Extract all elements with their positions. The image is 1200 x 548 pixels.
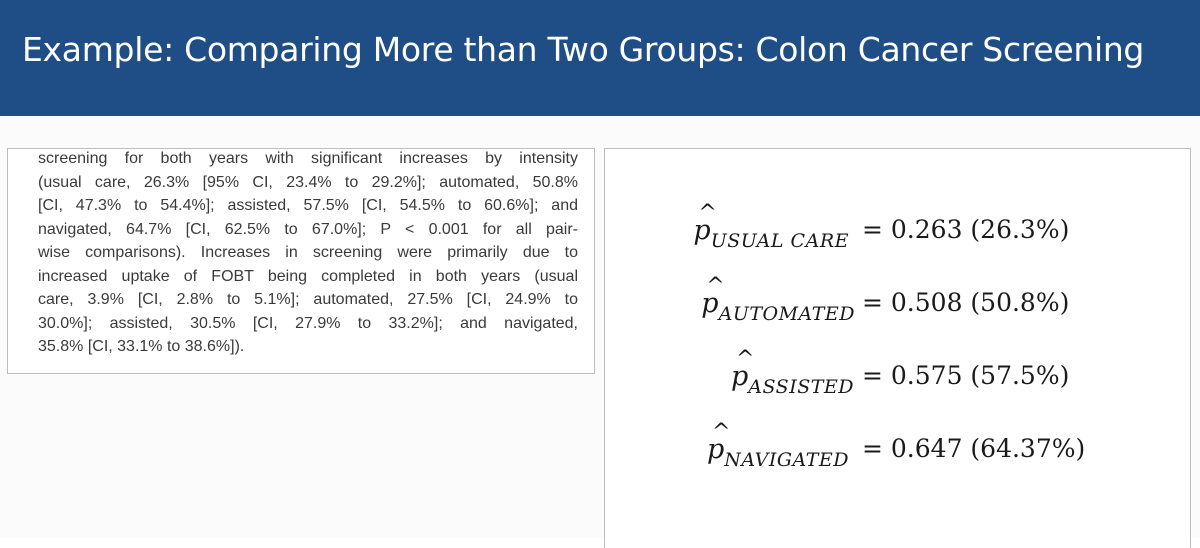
equals-sign: = <box>862 215 883 244</box>
estimate-symbol-assisted: p ^ ASSISTED <box>730 347 854 398</box>
estimate-row-automated: p ^ AUTOMATED = 0.508 (50.8%) <box>605 274 1192 328</box>
estimate-symbol-automated: p ^ AUTOMATED <box>701 274 855 325</box>
excerpt-line-5: wise comparisons). Increases in screenin… <box>38 244 578 261</box>
equals-sign: = <box>862 288 883 317</box>
estimate-value: 0.647 (64.37%) <box>890 434 1086 463</box>
equals-sign: = <box>862 434 883 463</box>
excerpt-line-9: 35.8% [CI, 33.1% to 38.6%]). <box>38 338 245 355</box>
estimate-value-navigated: = 0.647 (64.37%) <box>862 434 1085 463</box>
estimate-subscript: ASSISTED <box>748 376 854 398</box>
estimate-value: 0.508 (50.8%) <box>890 288 1070 317</box>
estimate-subscript: AUTOMATED <box>718 303 855 325</box>
slide-title: Example: Comparing More than Two Groups:… <box>22 30 1145 69</box>
estimate-symbol-usual-care: p ^ USUAL CARE <box>693 201 849 252</box>
excerpt-line-1: screening for both years with significan… <box>38 150 578 167</box>
excerpt-line-2: (usual care, 26.3% [95% CI, 23.4% to 29.… <box>38 173 578 191</box>
estimate-symbol-navigated: p ^ NAVIGATED <box>706 420 849 471</box>
equals-sign: = <box>862 361 883 390</box>
estimate-value: 0.263 (26.3%) <box>890 215 1070 244</box>
estimate-row-navigated: p ^ NAVIGATED = 0.647 (64.37%) <box>605 420 1192 474</box>
estimate-subscript: NAVIGATED <box>724 449 849 471</box>
estimate-row-usual-care: p ^ USUAL CARE = 0.263 (26.3%) <box>605 201 1192 255</box>
p-hat-symbol: p ^ <box>693 201 717 246</box>
excerpt-line-4: navigated, 64.7% [CI, 62.5% to 67.0%]; P… <box>38 220 578 238</box>
estimate-value: 0.575 (57.5%) <box>890 361 1070 390</box>
estimate-row-assisted: p ^ ASSISTED = 0.575 (57.5%) <box>605 347 1192 401</box>
excerpt-line-8: 30.0%]; assisted, 30.5% [CI, 27.9% to 33… <box>38 314 578 332</box>
estimate-value-assisted: = 0.575 (57.5%) <box>862 361 1069 390</box>
excerpt-line-3: [CI, 47.3% to 54.4%]; assisted, 57.5% [C… <box>38 197 578 214</box>
p-hat-symbol: p ^ <box>730 347 755 392</box>
estimate-value-automated: = 0.508 (50.8%) <box>862 288 1069 317</box>
slide-title-bar: Example: Comparing More than Two Groups:… <box>0 0 1200 116</box>
estimate-subscript: USUAL CARE <box>710 230 849 252</box>
p-hat-symbol: p ^ <box>706 420 731 465</box>
p-hat-symbol: p ^ <box>701 274 725 319</box>
article-excerpt-text: screening for both years with significan… <box>38 149 578 359</box>
slide-content: screening for both years with significan… <box>0 116 1200 548</box>
excerpt-line-7: care, 3.9% [CI, 2.8% to 5.1%]; automated… <box>38 291 578 308</box>
article-excerpt-box: screening for both years with significan… <box>7 148 595 374</box>
excerpt-line-6: increased uptake of FOBT being completed… <box>38 267 578 285</box>
estimate-value-usual-care: = 0.263 (26.3%) <box>862 215 1069 244</box>
proportion-estimates-box: p ^ USUAL CARE = 0.263 (26.3%) p ^ AUTOMATED… <box>604 148 1191 548</box>
